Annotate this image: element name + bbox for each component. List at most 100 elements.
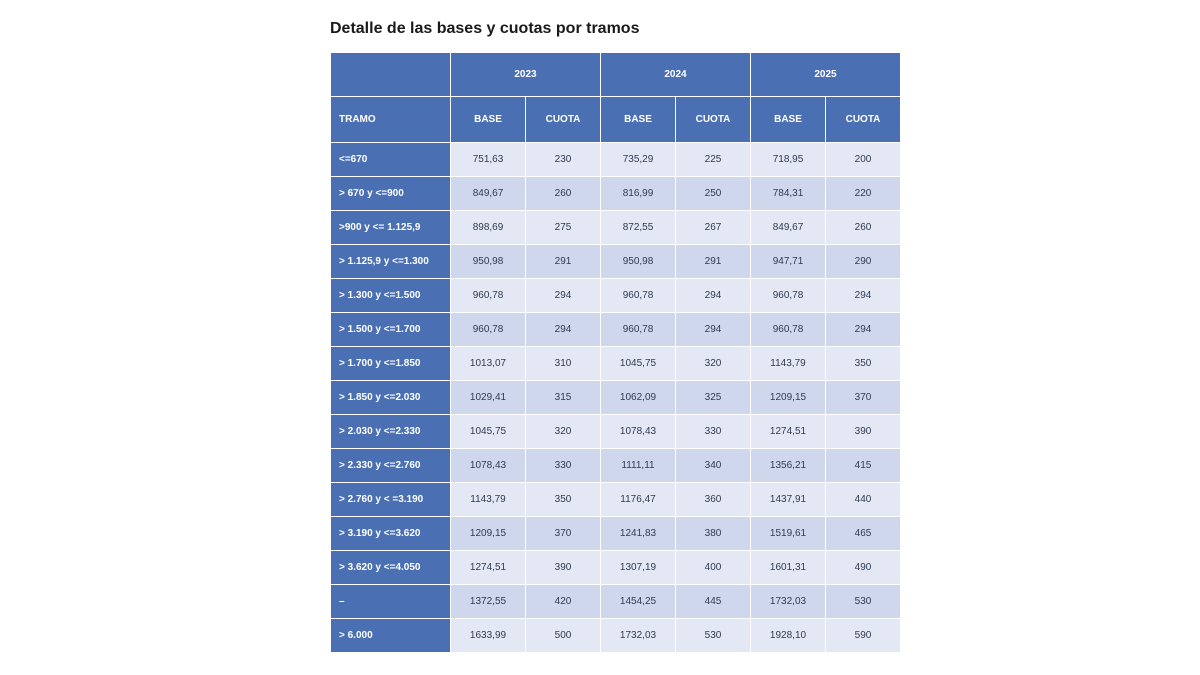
table-row: > 2.330 y <=2.7601078,433301111,11340135… [331,449,901,483]
cuota-cell: 325 [676,381,751,415]
table-row: <=670751,63230735,29225718,95200 [331,143,901,177]
table-row: > 3.620 y <=4.0501274,513901307,19400160… [331,551,901,585]
base-cell: 872,55 [601,211,676,245]
col-base: BASE [601,97,676,143]
cuota-cell: 330 [526,449,601,483]
tramo-cell: > 2.030 y <=2.330 [331,415,451,449]
cuota-cell: 275 [526,211,601,245]
tramo-cell: > 1.125,9 y <=1.300 [331,245,451,279]
table-row: > 6.0001633,995001732,035301928,10590 [331,619,901,653]
cuota-cell: 420 [526,585,601,619]
col-cuota: CUOTA [676,97,751,143]
base-cell: 735,29 [601,143,676,177]
base-cell: 1029,41 [451,381,526,415]
base-cell: 1045,75 [601,347,676,381]
base-cell: 960,78 [601,279,676,313]
base-cell: 1045,75 [451,415,526,449]
base-cell: 1732,03 [751,585,826,619]
cuota-cell: 390 [826,415,901,449]
base-cell: 1078,43 [451,449,526,483]
table-row: > 1.700 y <=1.8501013,073101045,75320114… [331,347,901,381]
cuota-cell: 225 [676,143,751,177]
cuota-cell: 590 [826,619,901,653]
cuota-cell: 294 [826,279,901,313]
base-cell: 1062,09 [601,381,676,415]
cuota-cell: 390 [526,551,601,585]
base-cell: 1111,11 [601,449,676,483]
tramo-cell: > 1.500 y <=1.700 [331,313,451,347]
base-cell: 1209,15 [451,517,526,551]
base-cell: 1372,55 [451,585,526,619]
base-cell: 1274,51 [451,551,526,585]
cuota-cell: 260 [526,177,601,211]
base-cell: 1013,07 [451,347,526,381]
cuota-cell: 260 [826,211,901,245]
tramo-cell: > 1.700 y <=1.850 [331,347,451,381]
cuota-cell: 380 [676,517,751,551]
year-header: 2024 [601,53,751,97]
cuota-cell: 230 [526,143,601,177]
cuota-cell: 465 [826,517,901,551]
tramo-cell: > 3.620 y <=4.050 [331,551,451,585]
cuota-cell: 400 [676,551,751,585]
cuota-cell: 490 [826,551,901,585]
table-row: >900 y <= 1.125,9898,69275872,55267849,6… [331,211,901,245]
base-cell: 718,95 [751,143,826,177]
year-header: 2025 [751,53,901,97]
cuota-cell: 267 [676,211,751,245]
base-cell: 1307,19 [601,551,676,585]
col-cuota: CUOTA [526,97,601,143]
base-cell: 849,67 [451,177,526,211]
table-row: > 2.760 y < =3.1901143,793501176,4736014… [331,483,901,517]
tramo-cell: > 670 y <=900 [331,177,451,211]
base-cell: 1633,99 [451,619,526,653]
cuota-cell: 445 [676,585,751,619]
page-title: Detalle de las bases y cuotas por tramos [330,20,1200,38]
tramo-cell: > 1.300 y <=1.500 [331,279,451,313]
cuota-cell: 250 [676,177,751,211]
base-cell: 1143,79 [751,347,826,381]
tramo-cell: > 3.190 y <=3.620 [331,517,451,551]
base-cell: 1519,61 [751,517,826,551]
tramo-cell: > 2.760 y < =3.190 [331,483,451,517]
table-body: <=670751,63230735,29225718,95200> 670 y … [331,143,901,653]
cuota-cell: 294 [676,279,751,313]
base-cell: 1356,21 [751,449,826,483]
cuota-cell: 440 [826,483,901,517]
tramo-cell: <=670 [331,143,451,177]
tramo-cell: – [331,585,451,619]
cuota-cell: 500 [526,619,601,653]
table-row: > 1.125,9 y <=1.300950,98291950,98291947… [331,245,901,279]
table-year-row: 2023 2024 2025 [331,53,901,97]
tramo-cell: > 1.850 y <=2.030 [331,381,451,415]
base-cell: 960,78 [751,279,826,313]
base-cell: 816,99 [601,177,676,211]
table-row: > 2.030 y <=2.3301045,753201078,43330127… [331,415,901,449]
col-base: BASE [751,97,826,143]
cuota-cell: 350 [526,483,601,517]
cuota-cell: 291 [526,245,601,279]
base-cell: 960,78 [601,313,676,347]
cuota-cell: 294 [526,313,601,347]
cuota-cell: 360 [676,483,751,517]
table-subheader-row: TRAMO BASE CUOTA BASE CUOTA BASE CUOTA [331,97,901,143]
base-cell: 1078,43 [601,415,676,449]
base-cell: 849,67 [751,211,826,245]
base-cell: 1176,47 [601,483,676,517]
cuota-cell: 290 [826,245,901,279]
col-base: BASE [451,97,526,143]
cuota-cell: 530 [676,619,751,653]
base-cell: 960,78 [451,313,526,347]
col-cuota: CUOTA [826,97,901,143]
base-cell: 751,63 [451,143,526,177]
base-cell: 1437,91 [751,483,826,517]
table-row: > 1.500 y <=1.700960,78294960,78294960,7… [331,313,901,347]
year-header: 2023 [451,53,601,97]
cuota-cell: 294 [826,313,901,347]
base-cell: 898,69 [451,211,526,245]
base-cell: 1601,31 [751,551,826,585]
table-row: > 3.190 y <=3.6201209,153701241,83380151… [331,517,901,551]
cuota-cell: 320 [676,347,751,381]
cuota-cell: 294 [676,313,751,347]
base-cell: 1928,10 [751,619,826,653]
